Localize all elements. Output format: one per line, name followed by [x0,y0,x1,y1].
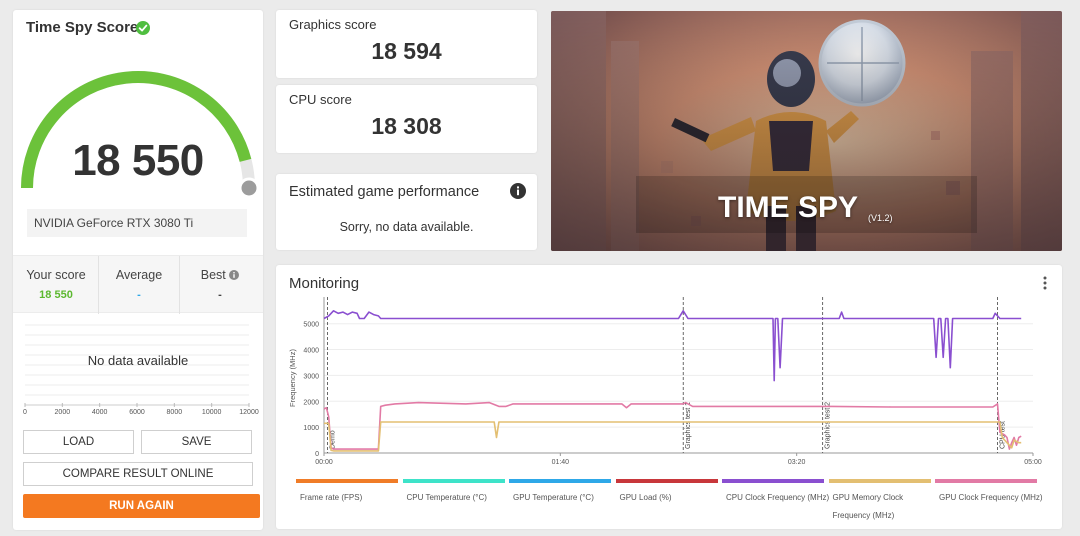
main-score: 18 550 [72,136,204,185]
test-marker-label: Demo [330,430,337,449]
score-panel: Time Spy Score 18 550 NVIDIA GeForce RTX… [13,10,263,530]
banner-artwork [551,11,1062,251]
legend-color-bar [402,479,505,483]
legend-color-bar [828,479,931,483]
check-icon [136,21,150,35]
gauge-knob [238,177,260,199]
legend-color-bar [615,479,718,483]
legend-label: CPU Temperature (°C) [406,493,487,502]
average-label: Average [115,268,163,282]
y-tick-label: 1000 [303,425,319,432]
average-value: - [137,289,141,301]
cpu-score-value: 18 308 [371,113,442,139]
monitoring-chart: 0 1000 2000 3000 4000 5000 Frequency (MHz) 00:0… [288,297,1042,466]
info-icon[interactable] [510,183,526,199]
test-marker-label: CPU test [1000,421,1007,449]
cpu-score-label: CPU score [289,92,352,107]
y-tick-label: 0 [315,451,319,458]
tick-label: 2000 [55,409,71,415]
estimated-game-performance-card: Estimated game performance Sorry, no dat… [276,174,537,250]
legend-item[interactable]: GPU Temperature (°C) [509,479,613,519]
legend-label: CPU Clock Frequency (MHz) [726,493,830,502]
legend-label: GPU Clock Frequency (MHz) [939,493,1043,502]
score-stats: Your score 18 550 Average - Best - [13,255,263,314]
best-label-text: Best [200,268,226,282]
legend-color-bar [296,479,398,483]
load-button[interactable]: LOAD [23,430,134,454]
legend-label: GPU Memory Clock Frequency (MHz) [832,493,904,520]
benchmark-banner: TIME SPY (V1.2) [551,11,1062,251]
score-distribution-chart: 0 2000 4000 6000 8000 10000 12000 [23,324,259,415]
test-marker-label: Graphics test 1 [685,402,692,449]
no-data-message: No data available [87,353,189,368]
score-title: Time Spy Score [26,19,139,36]
monitoring-card: 0 1000 2000 3000 4000 5000 Frequency (MHz) 00:0… [276,265,1062,529]
tick-label: 4000 [92,409,108,415]
legend-item[interactable]: CPU Clock Frequency (MHz) [722,479,829,519]
tick-label: 8000 [167,409,183,415]
legend-item[interactable]: GPU Clock Frequency (MHz) [935,479,1043,519]
x-tick-label: 00:00 [315,459,333,466]
y-tick-label: 5000 [303,322,319,329]
info-icon[interactable] [229,270,240,280]
tick-label: 10000 [202,409,222,415]
banner-title: TIME SPY [718,191,859,224]
x-tick-label: 05:00 [1024,459,1042,466]
legend-color-bar [509,479,611,483]
compare-result-online-button[interactable]: COMPARE RESULT ONLINE [23,462,253,486]
your-score-stat: Your score 18 550 [16,256,96,314]
tick-label: 12000 [239,409,259,415]
test-marker-label: Graphics test 2 [825,402,832,449]
run-again-button[interactable]: RUN AGAIN [23,494,260,518]
series-line [323,310,1022,382]
legend-item[interactable]: CPU Temperature (°C) [402,479,507,519]
gpu-name: NVIDIA GeForce RTX 3080 Ti [27,209,247,237]
your-score-label: Your score [26,268,86,282]
best-value: - [218,289,222,301]
graphics-score-value: 18 594 [371,38,442,64]
score-gauge [21,71,260,199]
monitoring-title: Monitoring [289,275,360,292]
best-stat: Best - [179,256,259,314]
y-tick-label: 4000 [303,348,319,355]
your-score-value: 18 550 [39,289,73,301]
series-line [323,401,1022,450]
legend-label: GPU Temperature (°C) [513,493,594,502]
series-line [324,421,1022,452]
legend-label: GPU Load (%) [619,493,672,502]
x-tick-label: 01:40 [552,459,570,466]
save-button[interactable]: SAVE [141,430,252,454]
y-tick-label: 2000 [303,399,319,406]
tick-label: 6000 [129,409,145,415]
more-options-icon[interactable] [1042,275,1048,291]
banner-version: (V1.2) [868,213,893,223]
y-axis-label: Frequency (MHz) [288,349,297,407]
graphics-score-label: Graphics score [289,17,377,32]
legend-item[interactable]: GPU Memory Clock Frequency (MHz) [828,479,933,520]
best-label: Best [180,268,260,282]
tick-label: 0 [23,409,27,415]
y-tick-label: 3000 [303,373,319,380]
legend-label: Frame rate (FPS) [300,493,363,502]
x-tick-label: 03:20 [788,459,806,466]
cpu-score-card: CPU score 18 308 [276,85,537,153]
estimated-performance-message: Sorry, no data available. [339,220,474,234]
estimated-performance-title: Estimated game performance [289,184,480,200]
graphics-score-card: Graphics score 18 594 [276,10,537,78]
legend-item[interactable]: GPU Load (%) [615,479,720,519]
legend-color-bar [722,479,824,483]
average-stat: Average - [98,256,178,314]
legend-item[interactable]: Frame rate (FPS) [296,479,400,519]
legend-color-bar [935,479,1037,483]
